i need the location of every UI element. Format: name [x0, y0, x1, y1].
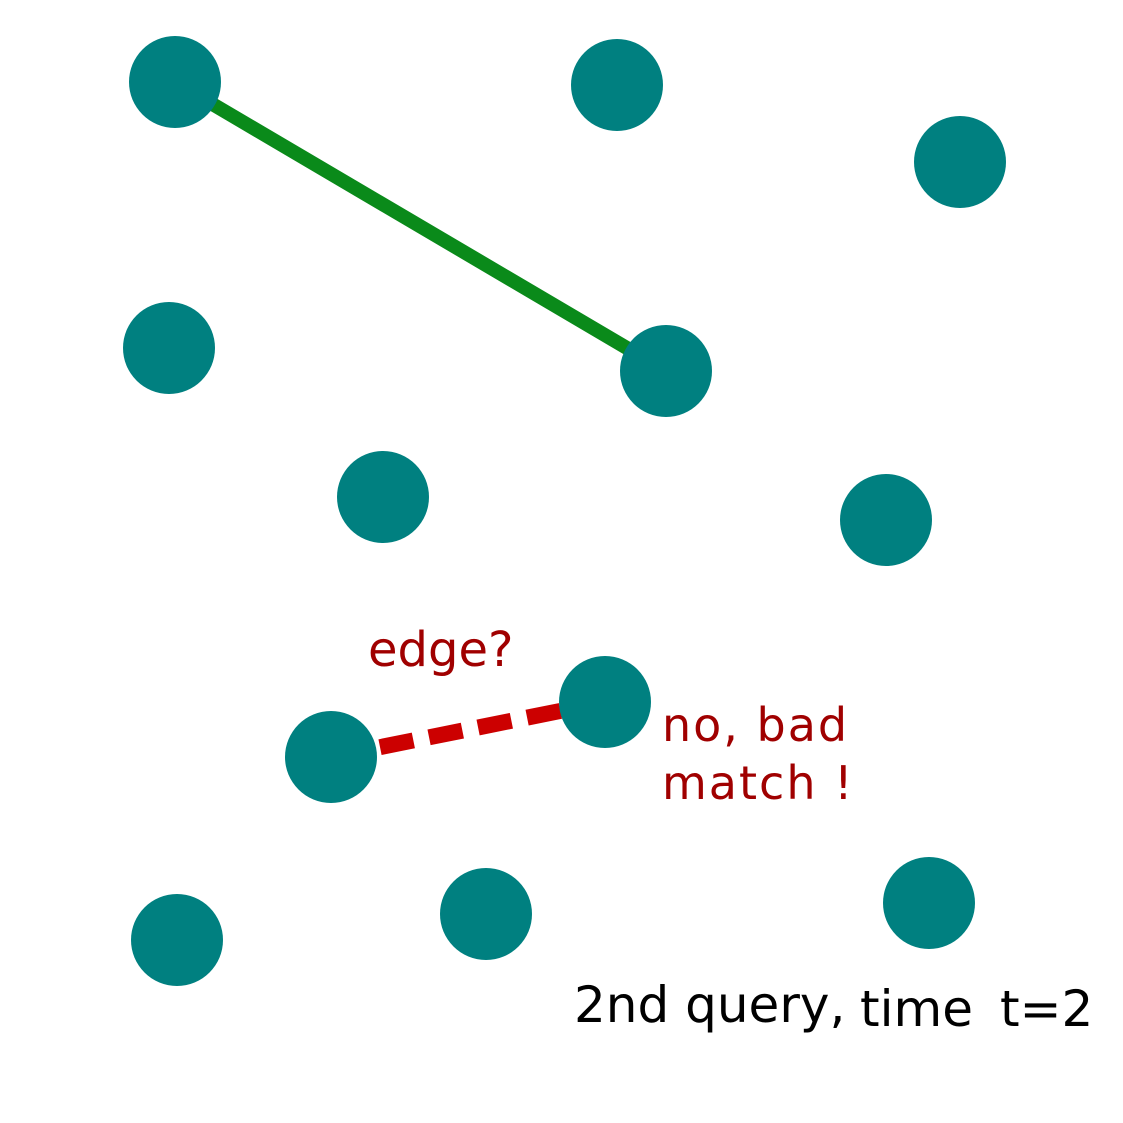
graph-node-n11	[131, 894, 223, 986]
graph-node-n8	[883, 857, 975, 949]
graph-node-n4	[123, 302, 215, 394]
graph-node-n6	[337, 451, 429, 543]
nodes-layer	[123, 36, 1006, 986]
caption-query: 2nd query,	[574, 976, 845, 1034]
graph-node-n7	[840, 474, 932, 566]
caption-time: time	[860, 980, 973, 1038]
graph-node-n10	[559, 656, 651, 748]
edge-question-label: edge?	[368, 622, 513, 678]
verdict-line-1: no, bad	[662, 698, 849, 752]
graph-node-n1	[129, 36, 221, 128]
accepted-edge	[168, 75, 673, 378]
rejected-edge	[329, 694, 607, 765]
graph-node-n3	[914, 116, 1006, 208]
edges-layer	[168, 75, 673, 765]
caption-t-value: t=2	[1000, 980, 1093, 1038]
verdict-line-2: match !	[662, 756, 855, 810]
graph-node-n2	[571, 39, 663, 131]
graph-node-n12	[440, 868, 532, 960]
graph-node-n5	[620, 325, 712, 417]
graph-node-n9	[285, 711, 377, 803]
